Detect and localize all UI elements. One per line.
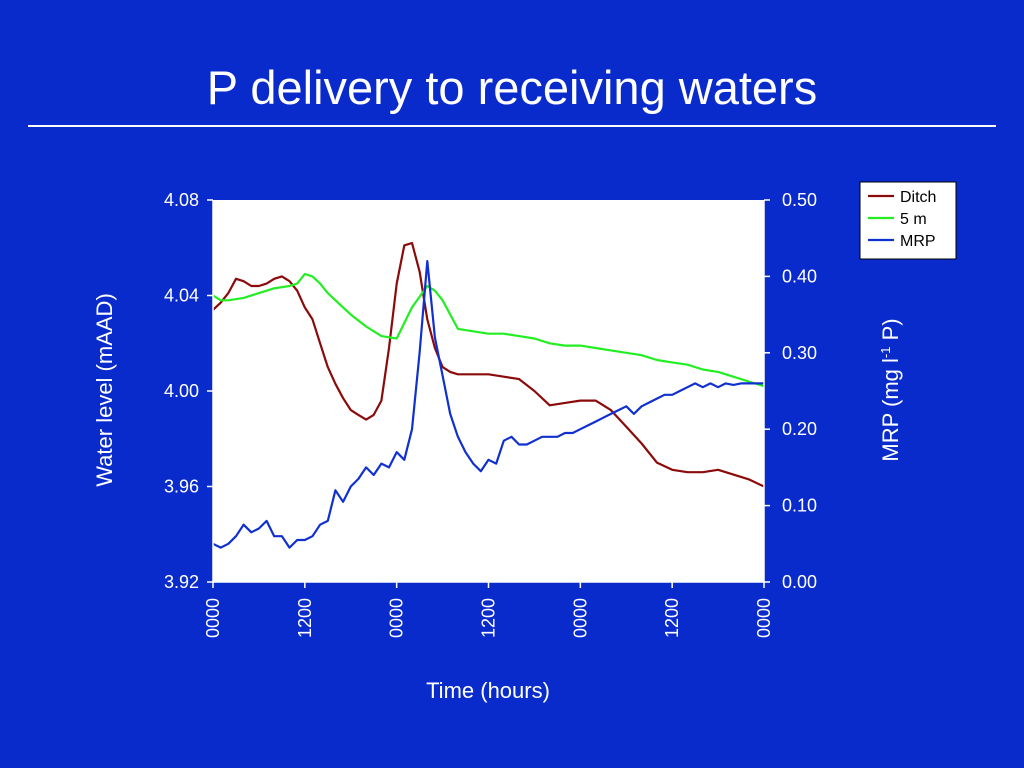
y-axis-left-title: Water level (mAAD) (92, 293, 117, 487)
y-axis-right-title-end: P) (878, 318, 903, 346)
legend-label: MRP (900, 233, 936, 250)
y-left-tick-label: 4.04 (164, 286, 199, 306)
x-tick-label: 1200 (295, 598, 315, 638)
y-right-tick-label: 0.00 (782, 572, 817, 592)
title-divider (28, 125, 996, 127)
y-axis-right-title-superscript: -1 (878, 347, 893, 359)
legend: Ditch 5 m MRP (859, 181, 957, 260)
y-right-tick-label: 0.20 (782, 419, 817, 439)
legend-label: Ditch (900, 189, 936, 206)
x-axis-title: Time (hours) (426, 678, 550, 703)
y-right-tick-label: 0.40 (782, 266, 817, 286)
series-line-ditch (212, 241, 765, 488)
x-tick-label: 0000 (387, 598, 407, 638)
y-axis-right-title-main: MRP (mg l (878, 358, 903, 462)
y-left-tick-label: 4.08 (164, 190, 199, 210)
y-left-tick-label: 3.96 (164, 477, 199, 497)
y-right-tick-label: 0.10 (782, 496, 817, 516)
y-right-tick-label: 0.50 (782, 190, 817, 210)
slide-title: P delivery to receiving waters (206, 61, 818, 114)
y-axis-right-title: MRP (mg l-1 P) (878, 318, 903, 461)
x-tick-label: 1200 (479, 598, 499, 638)
x-tick-label: 1200 (662, 598, 682, 638)
y-left-tick-label: 3.92 (164, 572, 199, 592)
series-line-mrp (212, 260, 764, 549)
x-tick-label: 0000 (570, 598, 590, 638)
series-line-5-m (212, 272, 765, 388)
y-left-tick-label: 4.00 (164, 381, 199, 401)
plot-area (213, 200, 764, 582)
y-right-tick-label: 0.30 (782, 343, 817, 363)
x-tick-label: 0000 (203, 598, 223, 638)
legend-label: 5 m (900, 211, 927, 228)
x-tick-label: 0000 (754, 598, 774, 638)
legend-box (859, 181, 957, 260)
